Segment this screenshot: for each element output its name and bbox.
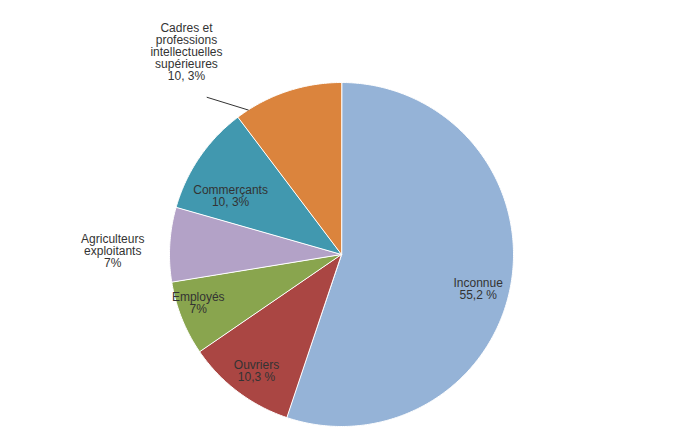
svg-text:Inconnue55,2 %: Inconnue55,2 % bbox=[453, 276, 503, 302]
svg-text:Commerçants10, 3%: Commerçants10, 3% bbox=[193, 183, 268, 209]
svg-text:Cadres etprofessionsintellectu: Cadres etprofessionsintellectuellessupér… bbox=[150, 21, 222, 83]
svg-text:Employés7%: Employés7% bbox=[172, 290, 225, 316]
svg-text:Ouvriers10,3 %: Ouvriers10,3 % bbox=[234, 358, 279, 384]
svg-text:Agriculteursexploitants7%: Agriculteursexploitants7% bbox=[81, 232, 144, 270]
